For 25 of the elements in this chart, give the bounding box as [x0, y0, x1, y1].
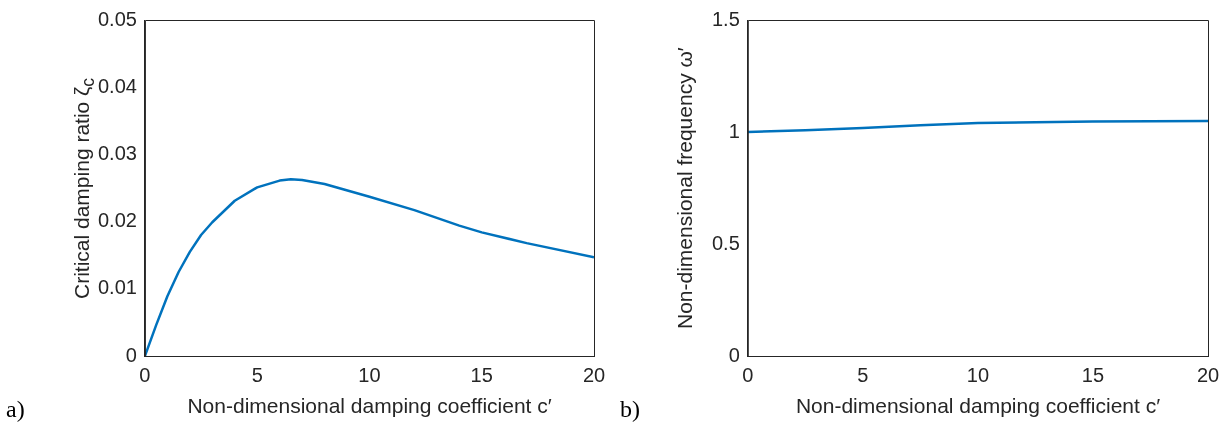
- y-axis-title: Non-dimensional frequency ω′: [672, 47, 697, 329]
- y-tick-label: 0.02: [97, 209, 137, 232]
- y-tick-label: 0.01: [97, 276, 137, 299]
- x-tick-label: 0: [139, 363, 151, 386]
- y-tick-label: 0: [125, 343, 137, 366]
- x-tick-label: 10: [358, 363, 381, 386]
- x-axis-title: Non-dimensional damping coefficient c′: [795, 394, 1161, 418]
- x-tick-label: 5: [857, 363, 869, 386]
- x-tick-label: 15: [470, 363, 493, 386]
- y-tick-label: 0.03: [97, 141, 137, 164]
- x-tick-label: 15: [1081, 363, 1105, 386]
- x-axis-title: Non-dimensional damping coefficient c′: [187, 394, 552, 418]
- y-tick-label: 0.5: [711, 231, 740, 254]
- y-tick-label: 1.5: [711, 7, 740, 30]
- x-tick-label: 10: [966, 363, 990, 386]
- text: b): [620, 396, 640, 423]
- y-tick-label: 0.04: [97, 74, 137, 97]
- x-tick-label: 20: [1196, 363, 1220, 386]
- y-tick-label: 1: [728, 119, 740, 142]
- x-tick-label: 0: [742, 363, 754, 386]
- y-tick-label: 0.05: [97, 7, 137, 30]
- y-tick-label: 0: [728, 343, 740, 366]
- text: a): [6, 396, 25, 423]
- x-tick-label: 20: [582, 363, 606, 386]
- x-tick-label: 5: [251, 363, 263, 386]
